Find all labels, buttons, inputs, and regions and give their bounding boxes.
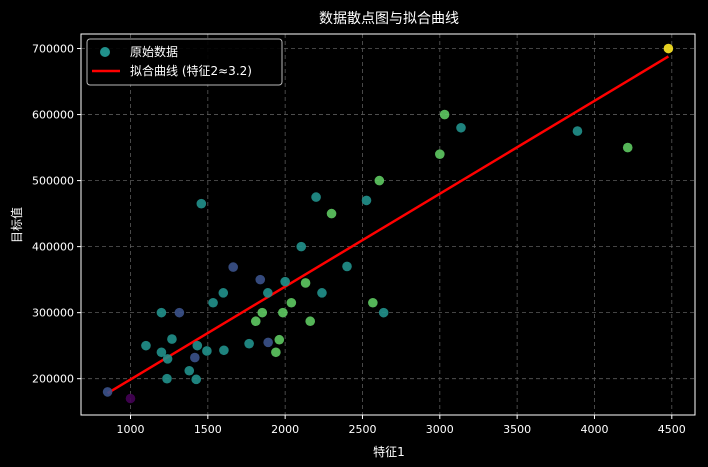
y-tick-label: 300000 [32, 307, 74, 320]
data-point [271, 347, 281, 358]
fit-line [106, 55, 670, 395]
chart-title: 数据散点图与拟合曲线 [319, 11, 459, 27]
y-tick-label: 500000 [32, 175, 74, 188]
x-tick-label: 3500 [503, 423, 531, 436]
data-point [255, 274, 266, 285]
data-point [435, 149, 445, 159]
data-point [190, 352, 200, 363]
x-tick-label: 4500 [658, 423, 686, 436]
data-point [663, 43, 674, 54]
y-axis-label: 目标值 [9, 207, 24, 243]
data-point [191, 374, 202, 385]
data-point [456, 122, 466, 133]
x-tick-label: 2000 [271, 423, 299, 436]
data-point [125, 393, 136, 404]
data-point [378, 307, 389, 318]
data-point [192, 340, 203, 351]
data-point [174, 307, 185, 318]
data-point [274, 334, 285, 345]
data-point [263, 288, 273, 298]
data-point [141, 340, 151, 351]
data-point [286, 297, 297, 308]
x-tick-label: 3000 [426, 423, 454, 436]
data-point [305, 316, 316, 327]
legend: 原始数据 拟合曲线 (特征2≈3.2) [86, 38, 283, 86]
data-point [278, 307, 288, 318]
data-point [162, 373, 172, 384]
data-point [317, 288, 327, 298]
data-point [219, 345, 229, 356]
data-point [202, 346, 212, 356]
data-point [228, 262, 238, 272]
data-point [196, 198, 207, 209]
legend-scatter-marker [100, 47, 110, 57]
data-point [208, 297, 218, 308]
data-point [257, 307, 268, 318]
data-point [572, 126, 583, 136]
data-point [280, 276, 290, 287]
x-tick-label: 2500 [348, 423, 376, 436]
data-point [342, 261, 352, 272]
x-axis-label: 特征1 [373, 444, 405, 459]
data-point [300, 278, 311, 288]
legend-box [86, 38, 283, 86]
y-tick-label: 700000 [32, 43, 74, 56]
data-point [167, 334, 177, 344]
data-point [361, 195, 372, 206]
grid [81, 34, 695, 415]
y-tick-label: 200000 [32, 373, 74, 386]
data-point [311, 192, 321, 202]
data-point [368, 297, 378, 308]
data-point [162, 354, 173, 364]
x-tick-label: 1000 [116, 423, 144, 436]
data-point [250, 316, 261, 327]
data-point [156, 307, 167, 318]
data-point [244, 338, 254, 349]
data-point [263, 337, 273, 348]
data-point [326, 208, 337, 219]
points-layer [102, 43, 674, 404]
data-point [184, 365, 195, 376]
data-point [218, 288, 229, 298]
data-point [622, 142, 633, 153]
ticks: 1000 1500 2000 2500 3000 3500 4000 4500 200000 30… [32, 43, 686, 436]
legend-line-label: 拟合曲线 (特征2≈3.2) [130, 63, 252, 78]
plot-frame [80, 33, 696, 416]
data-point [374, 175, 385, 186]
data-point [102, 387, 113, 397]
data-point [156, 347, 167, 358]
y-tick-label: 600000 [32, 109, 74, 122]
data-point [439, 109, 450, 120]
y-tick-label: 400000 [32, 241, 74, 254]
x-tick-label: 1500 [194, 423, 222, 436]
legend-scatter-label: 原始数据 [130, 44, 178, 59]
fit-layer [106, 55, 670, 395]
x-tick-label: 4000 [580, 423, 608, 436]
data-point [296, 241, 307, 252]
